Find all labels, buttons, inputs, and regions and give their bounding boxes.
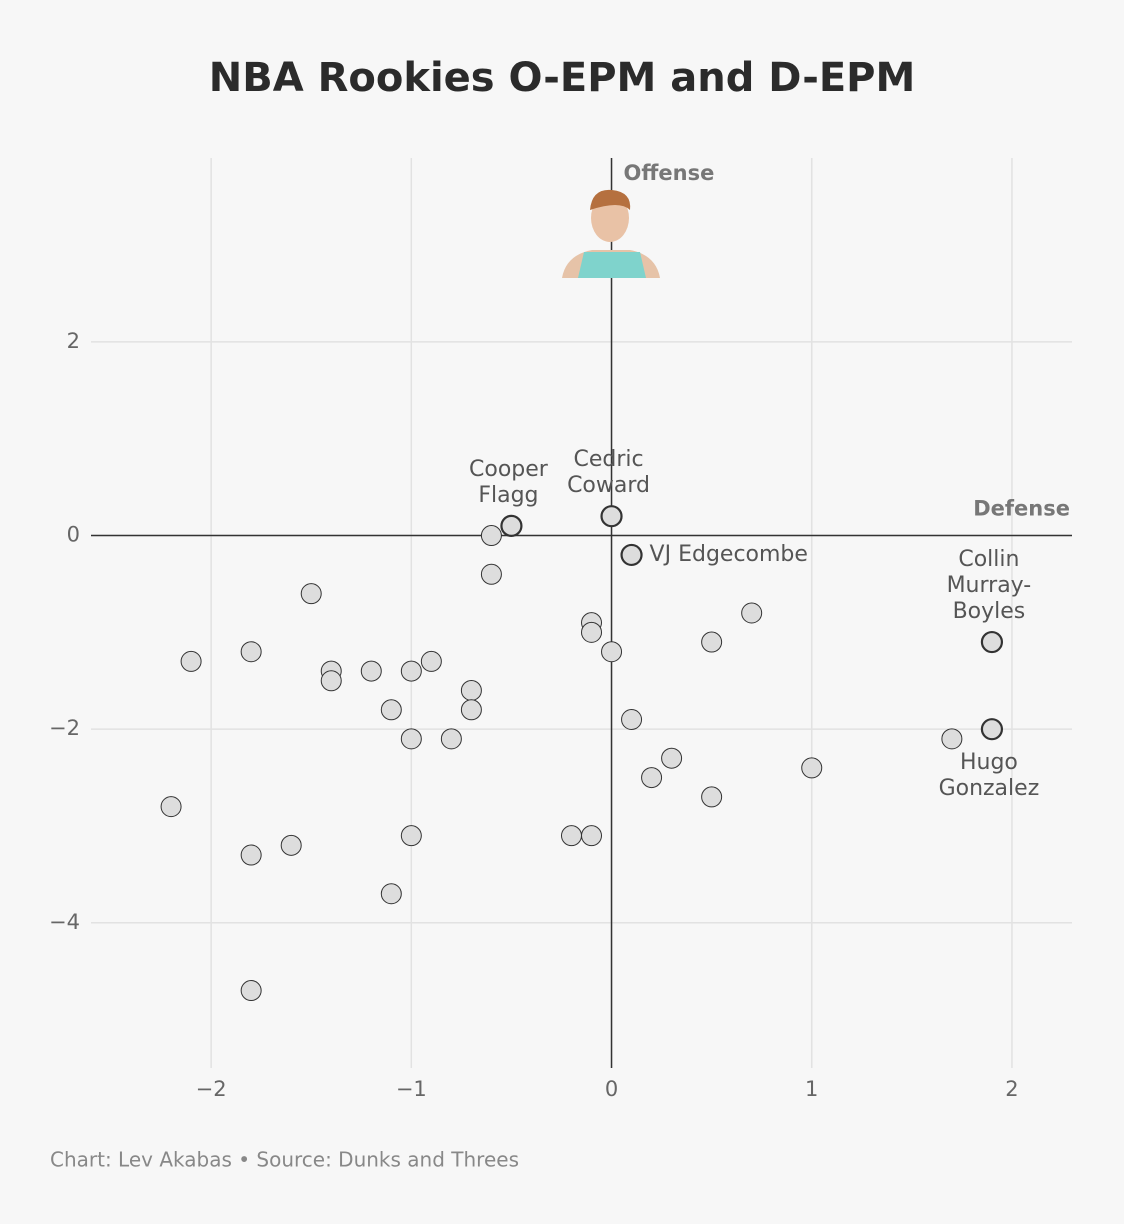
- point-label: Flagg: [478, 483, 538, 508]
- point: [280, 834, 302, 856]
- point: [701, 786, 723, 808]
- point-label: Hugo: [960, 750, 1018, 775]
- point: [460, 699, 482, 721]
- x-tick-label: −2: [196, 1077, 227, 1101]
- y-tick-label: −2: [49, 716, 80, 740]
- point: [560, 825, 582, 847]
- point: [400, 660, 422, 682]
- point: [180, 650, 202, 672]
- point: [380, 699, 402, 721]
- point-label: Collin: [958, 547, 1019, 572]
- point: [400, 728, 422, 750]
- point: [240, 641, 262, 663]
- x-tick-label: −1: [396, 1077, 427, 1101]
- chart-title: NBA Rookies O-EPM and D-EPM: [209, 55, 916, 101]
- point: [480, 563, 502, 585]
- point: [420, 650, 442, 672]
- y-tick-label: 2: [67, 329, 80, 353]
- point-label: Cedric: [573, 447, 643, 472]
- point: [320, 670, 342, 692]
- point: [581, 825, 603, 847]
- point: [500, 514, 523, 537]
- point: [941, 728, 963, 750]
- point-label: Murray-: [947, 573, 1032, 598]
- point: [600, 505, 623, 528]
- point: [701, 631, 723, 653]
- x-axis-label: Defense: [973, 497, 1070, 521]
- point: [440, 728, 462, 750]
- point-label: Cooper: [469, 457, 549, 482]
- point: [741, 602, 763, 624]
- x-tick-label: 1: [805, 1077, 818, 1101]
- point: [581, 621, 603, 643]
- point: [240, 844, 262, 866]
- point: [980, 718, 1004, 741]
- point: [300, 583, 322, 605]
- y-tick-label: 0: [67, 523, 80, 547]
- point: [480, 525, 502, 547]
- point-label: Gonzalez: [939, 776, 1040, 801]
- point: [360, 660, 382, 682]
- point: [641, 767, 663, 789]
- player-photo: [562, 189, 660, 278]
- point: [240, 980, 262, 1002]
- point-label: Boyles: [953, 599, 1026, 624]
- y-axis-label: Offense: [624, 161, 715, 185]
- point: [601, 641, 623, 663]
- point: [160, 796, 182, 818]
- point: [621, 708, 643, 730]
- x-tick-label: 0: [605, 1077, 618, 1101]
- point: [801, 757, 823, 779]
- point: [380, 883, 402, 905]
- y-tick-label: −4: [49, 910, 80, 934]
- point: [460, 679, 482, 701]
- x-tick-label: 2: [1005, 1077, 1018, 1101]
- point: [400, 825, 422, 847]
- point-label: Coward: [567, 473, 650, 498]
- footer: Chart: Lev Akabas • Source: Dunks and Th…: [50, 1148, 519, 1172]
- point-label: VJ Edgecombe: [650, 542, 808, 567]
- point: [661, 747, 683, 769]
- point: [980, 630, 1004, 654]
- point: [620, 543, 643, 567]
